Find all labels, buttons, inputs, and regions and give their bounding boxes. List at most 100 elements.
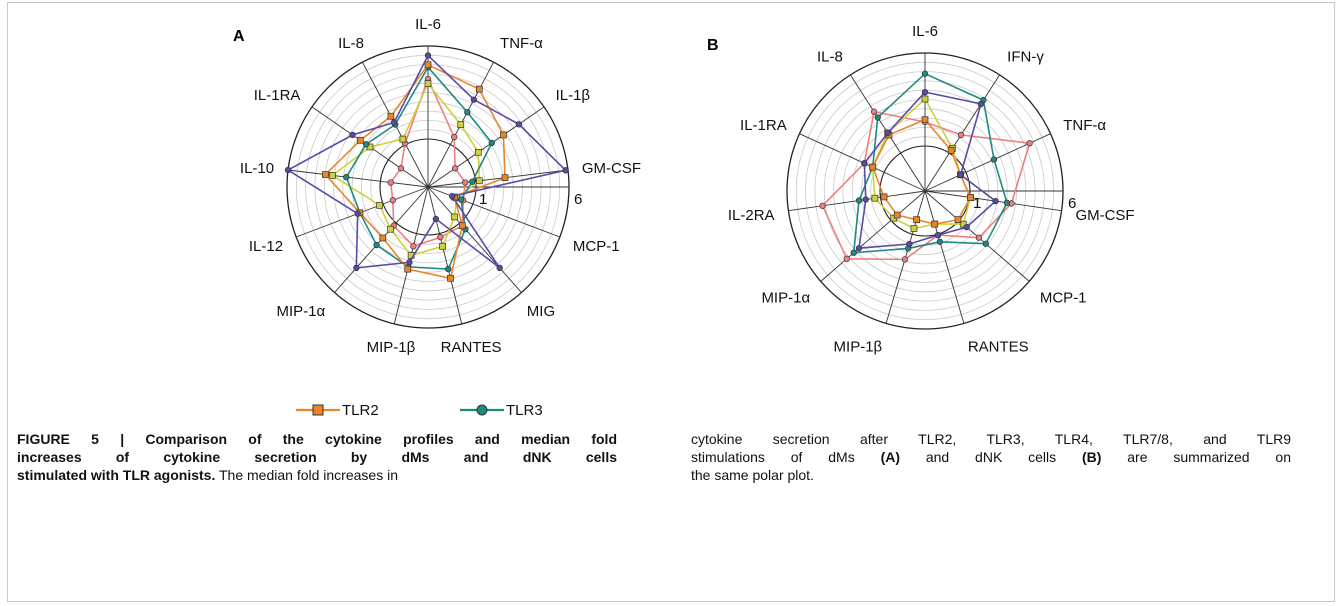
data-point: [936, 238, 944, 245]
data-point: [893, 211, 901, 219]
data-point: [975, 234, 983, 241]
data-point: [921, 95, 929, 103]
radial-tick-label: 6: [1068, 195, 1076, 212]
data-point: [284, 166, 292, 174]
data-point: [410, 243, 417, 250]
series-line-tlr3: [345, 65, 493, 270]
figure-frame: [7, 2, 1335, 602]
spoke: [427, 169, 569, 188]
data-point: [437, 234, 444, 241]
figure-canvas: A B 1 6 IL-6 TNF-α IL-1β GM-CSF MCP-1 MIG RANTES…: [233, 16, 1135, 419]
data-point: [488, 139, 495, 147]
data-point: [870, 108, 878, 115]
category-label: IL-1β: [556, 87, 591, 104]
data-point: [931, 220, 939, 228]
series-line-tlr7-8: [286, 54, 568, 269]
data-point: [451, 133, 458, 141]
data-point: [445, 265, 452, 273]
data-point: [947, 147, 955, 154]
data-point: [963, 223, 970, 231]
caption-left-line: FIGURE 5 | Comparison of the cytokine pr…: [17, 431, 617, 447]
data-point: [967, 194, 974, 201]
data-point: [855, 245, 863, 252]
data-point: [562, 167, 569, 174]
radial-tick-label: 1: [973, 195, 981, 212]
legend-marker: [312, 404, 324, 416]
data-point: [373, 241, 380, 249]
data-point: [819, 202, 826, 209]
radar-chart-a: 1 6 IL-6 TNF-α IL-1β GM-CSF MCP-1 MIG RANTES MIP-…: [240, 16, 641, 356]
category-label: MIP-1α: [277, 303, 326, 320]
data-point: [462, 179, 469, 186]
caption-right: cytokine secretion after TLR2, TLR3, TLR…: [691, 430, 1291, 484]
data-point: [354, 210, 361, 217]
spoke: [427, 186, 463, 325]
category-label: MIP-1β: [834, 338, 883, 355]
data-point: [475, 85, 483, 93]
data-point: [871, 194, 879, 202]
category-label: MCP-1: [573, 238, 620, 255]
legend-item: TLR3: [460, 402, 543, 419]
series-line-tlr2: [324, 63, 506, 280]
data-point: [934, 231, 942, 239]
data-point: [399, 135, 407, 143]
data-point: [322, 171, 329, 178]
data-point: [353, 264, 360, 272]
spoke: [427, 186, 522, 293]
category-label: IL-10: [240, 160, 274, 177]
data-point: [501, 174, 509, 182]
data-point: [362, 141, 370, 148]
radial-tick-label: 1: [479, 191, 487, 208]
data-point: [515, 121, 523, 128]
category-label: IL-8: [338, 35, 364, 52]
data-point: [390, 119, 398, 126]
data-point: [329, 172, 336, 179]
data-point: [992, 197, 999, 205]
data-point: [451, 165, 459, 172]
series-line-tlr2: [871, 118, 972, 225]
data-point: [475, 177, 483, 185]
data-point: [869, 163, 877, 171]
data-point: [921, 116, 929, 124]
data-point: [1026, 140, 1033, 147]
data-point: [977, 100, 985, 108]
data-point: [439, 242, 446, 250]
data-point: [389, 197, 396, 204]
series-line-tlr3: [852, 72, 1008, 254]
data-point: [387, 112, 395, 120]
data-point: [397, 165, 405, 172]
data-point: [449, 193, 456, 200]
data-point: [843, 255, 850, 262]
series-line-tlr7-8: [857, 91, 997, 250]
spoke: [287, 169, 429, 188]
caption-left: FIGURE 5 | Comparison of the cytokine pr…: [17, 430, 617, 484]
data-point: [850, 249, 857, 256]
data-point: [379, 234, 387, 242]
caption-right-line: stimulations of dMs (A) and dNK cells (B…: [691, 449, 1291, 465]
category-label: IL-8: [817, 49, 843, 66]
data-point: [862, 196, 869, 203]
data-point: [474, 148, 482, 156]
data-point: [469, 178, 476, 185]
data-point: [901, 256, 909, 263]
category-label: IL-2RA: [728, 207, 775, 224]
caption-left-line: stimulated with TLR agonists. The median…: [17, 467, 398, 483]
data-point: [424, 52, 432, 59]
category-label: IL-12: [249, 238, 283, 255]
category-label: GM-CSF: [582, 160, 641, 177]
category-label: IL-6: [912, 23, 938, 40]
series-line-tlr9: [821, 110, 1031, 261]
category-label: IFN-γ: [1007, 49, 1044, 66]
data-point: [470, 96, 478, 103]
spoke: [427, 106, 545, 188]
caption-right-line: cytokine secretion after TLR2, TLR3, TLR…: [691, 431, 1291, 447]
legend-marker: [476, 404, 488, 416]
caption-left-line: increases of cytokine secretion by dMs a…: [17, 449, 617, 465]
data-point: [458, 222, 466, 230]
caption-right-line: the same polar plot.: [691, 467, 814, 483]
data-point: [957, 131, 965, 139]
data-point: [954, 216, 962, 223]
data-point: [424, 80, 432, 87]
category-label: IL-6: [415, 16, 441, 33]
category-label: RANTES: [968, 338, 1029, 355]
